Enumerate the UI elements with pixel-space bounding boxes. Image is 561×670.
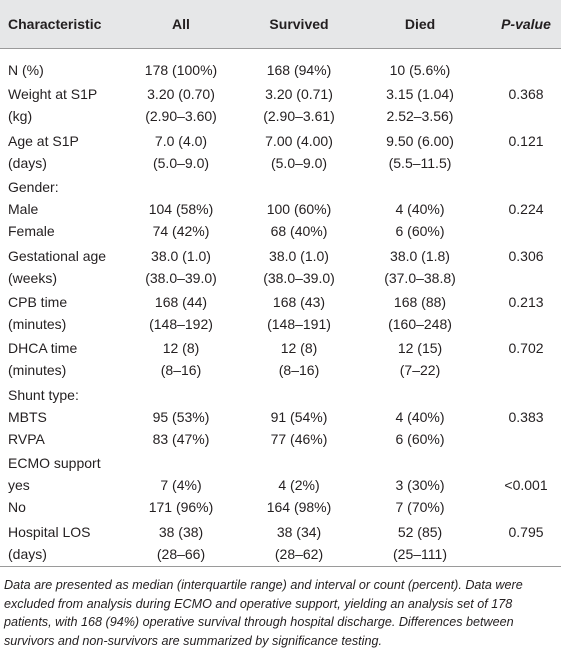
survived-cell: 164 (98%): [266, 499, 332, 516]
characteristic-cell: (minutes): [8, 362, 67, 379]
footnote: Data are presented as median (interquart…: [4, 578, 523, 648]
died-cell: 3 (30%): [395, 477, 445, 494]
characteristic-cell: RVPA: [8, 430, 45, 447]
survived-cell: 3.20 (0.71): [265, 86, 333, 103]
header-band: [0, 0, 561, 49]
survived-cell: 7.00 (4.00): [265, 132, 333, 149]
characteristic-cell: Weight at S1P: [8, 86, 98, 103]
survived-cell: 12 (8): [280, 340, 318, 357]
p-value-cell: 0.383: [508, 408, 544, 425]
survived-cell: 168 (94%): [266, 62, 332, 78]
characteristic-cell: DHCA time: [8, 340, 78, 357]
all-cell: 171 (96%): [148, 499, 214, 516]
died-cell: (25–111): [393, 545, 447, 562]
bottom-rule: [0, 566, 561, 567]
all-cell: 74 (42%): [152, 223, 210, 240]
all-cell: 7.0 (4.0): [154, 132, 208, 149]
p-value-cell: 0.213: [508, 294, 544, 310]
all-cell: 38 (38): [158, 523, 204, 540]
survived-cell: 77 (46%): [270, 430, 328, 447]
characteristic-cell: CPB time: [8, 294, 68, 310]
characteristic-cell: ECMO support: [8, 455, 101, 472]
died-cell: 12 (15): [397, 340, 443, 357]
survived-cell: 38 (34): [276, 523, 322, 540]
died-cell: (7–22): [399, 362, 441, 379]
all-cell: 3.20 (0.70): [147, 86, 215, 103]
p-value-cell: 0.702: [508, 340, 544, 357]
characteristic-cell: Gender:: [8, 179, 59, 196]
survived-cell: 38.0 (1.0): [269, 247, 329, 264]
survived-cell: 68 (40%): [270, 223, 328, 240]
header-died: Died: [404, 16, 436, 32]
characteristic-cell: yes: [8, 477, 30, 494]
characteristic-cell: Hospital LOS: [8, 523, 91, 540]
p-value-cell: 0.368: [508, 86, 544, 103]
all-cell: (38.0–39.0): [145, 269, 217, 286]
died-cell: 10 (5.6%): [389, 62, 451, 78]
died-cell: 9.50 (6.00): [386, 132, 454, 149]
all-cell: 83 (47%): [152, 430, 210, 447]
characteristic-cell: Gestational age: [8, 247, 107, 264]
all-cell: 104 (58%): [148, 201, 214, 218]
header-all: All: [172, 16, 190, 32]
survived-cell: 168 (43): [272, 294, 326, 310]
survived-cell: (2.90–3.61): [263, 108, 335, 125]
all-cell: (5.0–9.0): [152, 154, 210, 171]
survived-cell: (38.0–39.0): [263, 269, 335, 286]
characteristic-cell: Female: [8, 223, 55, 240]
characteristic-cell: (days): [8, 154, 47, 171]
all-cell: (28–66): [156, 545, 206, 562]
died-cell: 6 (60%): [395, 223, 445, 240]
died-cell: 38.0 (1.8): [390, 247, 450, 264]
all-cell: 178 (100%): [144, 62, 218, 78]
died-cell: 6 (60%): [395, 430, 445, 447]
characteristic-cell: (kg): [8, 108, 33, 125]
characteristic-cell: (days): [8, 545, 47, 562]
died-cell: 7 (70%): [395, 499, 445, 516]
header-p-value: P-value: [501, 16, 551, 32]
survived-cell: (148–191): [267, 316, 331, 332]
characteristic-cell: (weeks): [8, 269, 58, 286]
died-cell: 2.52–3.56): [386, 108, 454, 125]
survived-cell: (8–16): [278, 362, 320, 379]
died-cell: 52 (85): [397, 523, 443, 540]
characteristic-cell: Male: [8, 201, 39, 218]
all-cell: 95 (53%): [152, 408, 210, 425]
all-cell: 12 (8): [162, 340, 200, 357]
all-cell: 38.0 (1.0): [151, 247, 211, 264]
survived-cell: (5.0–9.0): [270, 154, 328, 171]
survived-cell: 4 (2%): [278, 477, 320, 494]
died-cell: 4 (40%): [395, 201, 445, 218]
all-cell: (8–16): [160, 362, 202, 379]
characteristic-cell: N (%): [8, 62, 44, 78]
p-value-cell: 0.121: [508, 132, 544, 149]
characteristic-cell: Shunt type:: [8, 386, 79, 403]
died-cell: (5.5–11.5): [388, 154, 452, 171]
header-survived: Survived: [269, 16, 329, 32]
died-cell: 168 (88): [393, 294, 447, 310]
survived-cell: (28–62): [274, 545, 324, 562]
died-cell: (37.0–38.8): [384, 269, 456, 286]
p-value-cell: 0.224: [508, 201, 544, 218]
characteristic-cell: MBTS: [8, 408, 47, 425]
header-characteristic: Characteristic: [8, 16, 102, 32]
died-cell: (160–248): [388, 316, 452, 332]
characteristic-cell: (minutes): [8, 316, 67, 332]
all-cell: (148–192): [149, 316, 213, 332]
survived-cell: 91 (54%): [270, 408, 328, 425]
characteristic-cell: Age at S1P: [8, 132, 79, 149]
all-cell: 168 (44): [154, 294, 208, 310]
p-value-cell: <0.001: [504, 477, 548, 494]
characteristic-cell: No: [8, 499, 26, 516]
all-cell: (2.90–3.60): [145, 108, 217, 125]
all-cell: 7 (4%): [160, 477, 202, 494]
survived-cell: 100 (60%): [266, 201, 332, 218]
p-value-cell: 0.795: [508, 523, 544, 540]
p-value-cell: 0.306: [508, 247, 544, 264]
died-cell: 4 (40%): [395, 408, 445, 425]
died-cell: 3.15 (1.04): [386, 86, 454, 103]
